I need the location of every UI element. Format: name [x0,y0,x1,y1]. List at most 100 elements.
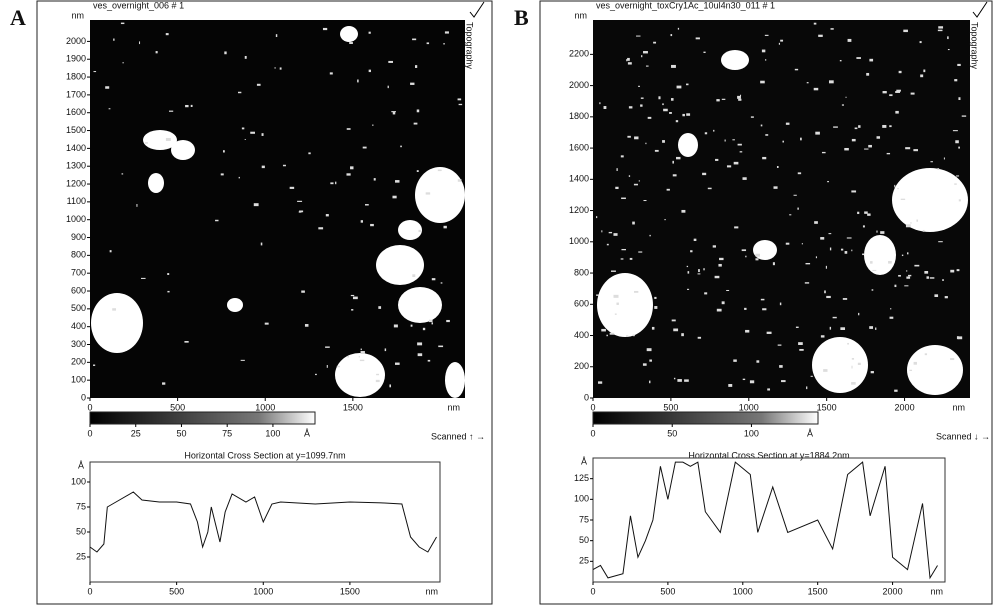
speckle [220,173,224,176]
x-tick-label: 1000 [255,402,275,412]
speckle [362,146,367,149]
speckle [815,256,818,259]
speckle [829,247,832,251]
speckle [601,328,606,332]
speckle [728,384,733,387]
speckle [677,27,680,30]
speckle [714,275,720,279]
speckle [139,41,141,45]
speckle [870,371,874,374]
speckle [626,335,629,337]
speckle [636,35,641,37]
speckle [645,142,647,145]
y-unit: nm [71,10,84,20]
speckle [301,290,305,293]
speckle [744,307,747,310]
speckle [222,150,225,153]
speckle [937,168,940,170]
speckle [643,200,647,202]
speckle [440,282,443,284]
color-bar [89,411,316,425]
y-tick-label: 1300 [66,161,86,171]
speckle [947,36,949,40]
speckle [799,348,804,351]
speckle [889,316,894,319]
speckle [676,85,682,89]
speckle [167,290,170,293]
speckle [871,289,874,291]
x-tick-label: 0 [590,586,595,596]
speckle [647,116,652,119]
speckle [716,99,720,102]
speckle [732,139,735,141]
speckle [190,104,193,108]
speckle [244,55,247,59]
x-tick-label: 0 [590,402,595,412]
speckle [264,322,269,325]
speckle [703,51,706,53]
speckle [645,65,649,67]
speckle [653,41,657,44]
speckle [289,186,295,189]
speckle [827,180,829,183]
speckle [890,308,892,310]
speckle [365,204,369,206]
speckle [726,165,732,168]
speckle [864,148,869,150]
speckle [938,26,944,29]
speckle [950,358,955,361]
speckle [704,132,708,135]
speckle [627,135,631,138]
speckle [687,271,690,274]
speckle [613,233,618,236]
speckle [373,178,376,181]
speckle [244,138,246,140]
speckle [672,160,674,164]
speckle [224,51,227,55]
y-tick-label: 1200 [66,178,86,188]
speckle [412,38,417,41]
speckle [431,278,436,281]
speckle [779,365,783,368]
y-tick-label: 1400 [66,143,86,153]
speckle [806,82,809,84]
speckle [256,83,261,86]
speckle [649,380,651,384]
speckle [670,34,673,37]
speckle [707,187,712,190]
speckle [957,63,961,67]
x-tick-label: 500 [170,402,185,412]
speckle [762,156,767,160]
speckle [673,328,679,332]
speckle [693,238,697,242]
speckle [804,282,810,284]
speckle [914,264,920,267]
colorbar-tick-label: 75 [222,428,232,438]
speckle [640,104,643,107]
x-tick-label: 1000 [739,402,759,412]
panel-frame [36,0,493,605]
speckle [765,134,769,136]
speckle [603,106,607,110]
speckle [697,336,702,339]
colorbar-tick-label: 100 [265,428,280,438]
speckle [867,213,871,216]
speckle [414,65,418,68]
y-tick-label: 600 [574,299,589,309]
speckle [801,243,803,245]
speckle [872,269,877,271]
colorbar-tick-label: 50 [176,428,186,438]
speckle [318,227,324,230]
scan-label: Scanned ↓ → [936,431,990,441]
speckle [606,334,608,337]
speckle [675,120,679,123]
speckle [346,173,351,176]
speckle [815,131,820,135]
panel-frame [539,0,993,605]
speckle [851,190,857,193]
image-title: ves_overnight_006 # 1 [93,0,184,10]
y-tick-label: 0 [584,392,589,402]
speckle [329,72,333,75]
speckle [840,327,846,330]
speckle [375,379,380,383]
